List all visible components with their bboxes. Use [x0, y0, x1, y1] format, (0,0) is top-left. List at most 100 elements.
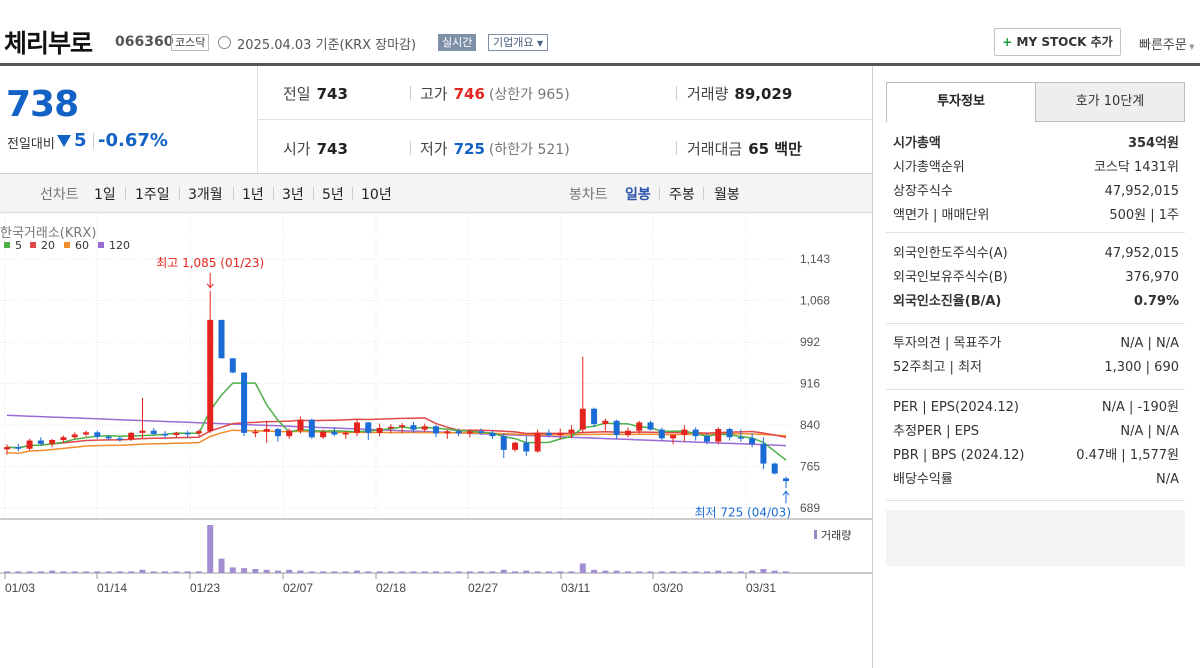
candle-body	[173, 432, 180, 436]
info-value: N/A | -190원	[1101, 400, 1179, 415]
volume-bar	[139, 569, 146, 573]
candle-monthly[interactable]: 월봉	[714, 187, 740, 203]
realtime-button[interactable]: 실시간	[438, 34, 477, 51]
candle-body	[308, 419, 315, 438]
period-5y[interactable]: 5년	[322, 187, 344, 203]
x-tick-label: 03/31	[746, 581, 776, 595]
x-tick-label: 01/23	[190, 581, 220, 595]
period-1w[interactable]: 1주일	[135, 187, 170, 203]
x-tick-label: 01/03	[5, 581, 35, 595]
high-arrow-head	[206, 283, 214, 289]
volume-bar	[376, 571, 383, 573]
line-chart-label: 선차트	[40, 187, 79, 203]
candle-body	[726, 429, 733, 438]
tab-order-book[interactable]: 호가 10단계	[1035, 82, 1185, 122]
candle-daily[interactable]: 일봉	[625, 187, 651, 203]
period-10y[interactable]: 10년	[361, 187, 392, 203]
divider	[313, 187, 314, 200]
volume-bar	[681, 571, 688, 573]
price-chart[interactable]: 1,143 1,068 992 916 840 765 689 한국거래소(KRX)5 20 60…	[0, 213, 872, 668]
prev-close: 전일 743	[283, 85, 348, 103]
candle-body	[286, 430, 293, 437]
divider	[93, 133, 94, 149]
info-label: 투자의견 | 목표주가	[893, 336, 1002, 351]
divider	[410, 141, 411, 155]
volume-bar	[297, 570, 304, 573]
chevron-down-icon: ▼	[1186, 43, 1195, 51]
stock-code: 066360	[115, 34, 174, 50]
legend-swatch	[64, 242, 70, 248]
volume-bar	[207, 525, 214, 573]
period-1d[interactable]: 1일	[94, 187, 116, 203]
candle-body	[512, 442, 519, 450]
volume-bar	[647, 571, 654, 573]
period-3y[interactable]: 3년	[282, 187, 304, 203]
divider	[676, 86, 677, 100]
volume-bar	[128, 571, 135, 573]
candle-body	[207, 319, 214, 432]
peer-box	[886, 510, 1185, 566]
candle-body	[241, 372, 248, 433]
candle-body	[83, 432, 90, 435]
info-value: 0.79%	[1133, 294, 1179, 309]
candle-weekly[interactable]: 주봉	[669, 187, 695, 203]
candle-body	[342, 432, 349, 435]
add-mystock-button[interactable]: + MY STOCK 추가	[994, 28, 1121, 56]
volume-bar	[49, 570, 56, 573]
period-1y[interactable]: 1년	[242, 187, 264, 203]
volume-bar	[184, 571, 191, 573]
candle-body	[162, 433, 169, 436]
candle-body	[252, 431, 259, 434]
candle-body	[218, 319, 225, 359]
candle-body	[71, 434, 78, 438]
low-arrow-head	[782, 490, 790, 496]
trade-amount: 거래대금 65 백만	[687, 140, 802, 158]
volume-bar	[26, 571, 33, 573]
tab-investment-info[interactable]: 투자정보	[886, 82, 1036, 122]
candle-body	[105, 436, 112, 439]
volume-bar	[670, 571, 677, 573]
volume-bar	[692, 571, 699, 573]
candle-body	[263, 429, 270, 432]
candle-body	[399, 425, 406, 427]
volume-bar	[195, 571, 202, 573]
volume-bar	[783, 571, 789, 573]
volume-bar	[286, 569, 293, 573]
candle-body	[489, 432, 496, 437]
volume-bar	[274, 570, 281, 573]
y-tick-label: 689	[800, 501, 820, 515]
volume-bar	[71, 571, 78, 573]
volume-bar	[760, 569, 767, 573]
company-overview-dropdown[interactable]: 기업개요 ▼	[488, 34, 549, 51]
volume-bar	[500, 569, 507, 573]
info-value: 47,952,015	[1104, 184, 1179, 199]
volume-bar	[173, 571, 180, 573]
info-label: 시가총액	[893, 136, 941, 151]
candle-body	[579, 408, 586, 430]
info-value: N/A	[1156, 472, 1179, 487]
info-label: 액면가 | 매매단위	[893, 208, 990, 223]
divider	[676, 141, 677, 155]
base-date: 2025.04.03 기준(KRX 장마감)	[237, 38, 417, 53]
volume-bar	[150, 571, 157, 573]
volume-bar	[218, 558, 225, 573]
quick-order-dropdown[interactable]: 빠른주문 ▼	[1139, 34, 1194, 53]
volume-bar	[331, 571, 338, 573]
info-value: 354억원	[1127, 136, 1179, 151]
info-row: 배당수익률 N/A	[893, 469, 1179, 491]
info-label: 외국인소진율(B/A)	[893, 294, 1002, 309]
section-divider	[886, 232, 1185, 233]
stock-name: 체리부로	[4, 29, 93, 58]
candle-body	[49, 439, 56, 444]
volume-bar	[703, 571, 710, 573]
candle-body	[760, 443, 767, 464]
candle-body	[37, 440, 44, 444]
volume-bar	[489, 571, 496, 573]
info-value: N/A | N/A	[1120, 336, 1179, 351]
info-row: 외국인보유주식수(B) 376,970	[893, 267, 1179, 289]
candle-body	[591, 408, 598, 425]
period-3m[interactable]: 3개월	[188, 187, 223, 203]
candle-body	[331, 431, 338, 435]
info-label: 상장주식수	[893, 184, 953, 199]
volume-bar	[162, 571, 169, 573]
